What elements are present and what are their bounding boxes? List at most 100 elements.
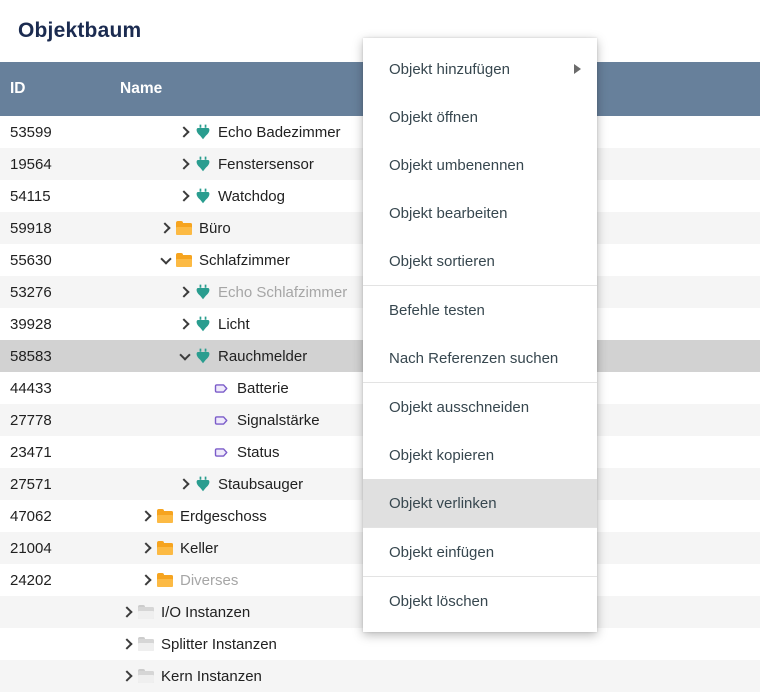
row-id: 23471 bbox=[10, 443, 52, 461]
menu-divider bbox=[363, 382, 597, 383]
menu-item-objekt-oeffnen[interactable]: Objekt öffnen bbox=[363, 93, 597, 141]
menu-item-label: Objekt hinzufügen bbox=[389, 60, 510, 78]
row-name: Schlafzimmer bbox=[199, 251, 290, 269]
menu-divider bbox=[363, 576, 597, 577]
submenu-arrow-icon bbox=[574, 64, 581, 74]
menu-item-objekt-hinzufuegen[interactable]: Objekt hinzufügen bbox=[363, 45, 597, 93]
row-name: Echo Schlafzimmer bbox=[218, 283, 348, 301]
chevron-spacer bbox=[196, 380, 212, 396]
chevron-right-icon[interactable] bbox=[120, 636, 136, 652]
folder-icon bbox=[156, 572, 173, 589]
chevron-right-icon[interactable] bbox=[120, 604, 136, 620]
menu-item-label: Objekt ausschneiden bbox=[389, 398, 530, 416]
chevron-right-icon[interactable] bbox=[177, 124, 193, 140]
device-icon bbox=[194, 476, 211, 493]
row-name: Batterie bbox=[237, 379, 289, 397]
menu-item-objekt-umbenennen[interactable]: Objekt umbenennen bbox=[363, 141, 597, 189]
variable-icon bbox=[213, 380, 230, 397]
row-name: Diverses bbox=[180, 571, 239, 589]
row-name: I/O Instanzen bbox=[161, 603, 251, 621]
menu-item-objekt-verlinken[interactable]: Objekt verlinken bbox=[363, 479, 597, 527]
context-menu: Objekt hinzufügen Objekt öffnen Objekt u… bbox=[363, 38, 597, 632]
menu-item-label: Objekt löschen bbox=[389, 592, 489, 610]
page-title: Objektbaum bbox=[18, 19, 142, 42]
chevron-right-icon[interactable] bbox=[177, 316, 193, 332]
menu-item-befehle-testen[interactable]: Befehle testen bbox=[363, 286, 597, 334]
folder-gray-icon bbox=[137, 636, 154, 653]
menu-item-objekt-kopieren[interactable]: Objekt kopieren bbox=[363, 431, 597, 479]
folder-icon bbox=[175, 252, 192, 269]
row-name: Keller bbox=[180, 539, 219, 557]
variable-icon bbox=[213, 444, 230, 461]
row-id: 53599 bbox=[10, 123, 52, 141]
device-icon bbox=[194, 124, 211, 141]
row-name: Büro bbox=[199, 219, 231, 237]
chevron-right-icon[interactable] bbox=[139, 572, 155, 588]
row-id: 39928 bbox=[10, 315, 52, 333]
chevron-right-icon[interactable] bbox=[177, 188, 193, 204]
table-row-kern-instanzen[interactable]: Kern Instanzen bbox=[0, 660, 760, 692]
column-header-name: Name bbox=[120, 80, 163, 97]
row-name: Fenstersensor bbox=[218, 155, 314, 173]
chevron-right-icon[interactable] bbox=[177, 156, 193, 172]
chevron-right-icon[interactable] bbox=[177, 476, 193, 492]
row-id: 59918 bbox=[10, 219, 52, 237]
chevron-right-icon[interactable] bbox=[158, 220, 174, 236]
folder-icon bbox=[156, 508, 173, 525]
row-name: Signalstärke bbox=[237, 411, 320, 429]
menu-divider bbox=[363, 527, 597, 528]
row-name: Splitter Instanzen bbox=[161, 635, 277, 653]
chevron-right-icon[interactable] bbox=[120, 668, 136, 684]
row-id: 19564 bbox=[10, 155, 52, 173]
row-name: Kern Instanzen bbox=[161, 667, 262, 685]
menu-item-label: Objekt kopieren bbox=[389, 446, 495, 464]
row-name: Echo Badezimmer bbox=[218, 123, 341, 141]
row-id: 27571 bbox=[10, 475, 52, 493]
chevron-spacer bbox=[196, 412, 212, 428]
folder-icon bbox=[156, 540, 173, 557]
device-icon bbox=[194, 188, 211, 205]
chevron-spacer bbox=[196, 444, 212, 460]
chevron-right-icon[interactable] bbox=[177, 284, 193, 300]
menu-item-nach-referenzen-suchen[interactable]: Nach Referenzen suchen bbox=[363, 334, 597, 382]
folder-icon bbox=[175, 220, 192, 237]
chevron-down-icon[interactable] bbox=[177, 348, 193, 364]
menu-item-objekt-einfuegen[interactable]: Objekt einfügen bbox=[363, 528, 597, 576]
chevron-down-icon[interactable] bbox=[158, 252, 174, 268]
menu-item-objekt-ausschneiden[interactable]: Objekt ausschneiden bbox=[363, 383, 597, 431]
row-name: Watchdog bbox=[218, 187, 285, 205]
menu-item-objekt-sortieren[interactable]: Objekt sortieren bbox=[363, 237, 597, 285]
chevron-right-icon[interactable] bbox=[139, 508, 155, 524]
table-row-splitter-instanzen[interactable]: Splitter Instanzen bbox=[0, 628, 760, 660]
device-icon bbox=[194, 156, 211, 173]
row-id: 54115 bbox=[10, 187, 51, 205]
device-icon bbox=[194, 316, 211, 333]
menu-item-label: Objekt öffnen bbox=[389, 108, 478, 126]
menu-item-objekt-loeschen[interactable]: Objekt löschen bbox=[363, 577, 597, 625]
device-icon bbox=[194, 284, 211, 301]
row-id: 47062 bbox=[10, 507, 52, 525]
menu-divider bbox=[363, 285, 597, 286]
row-id: 58583 bbox=[10, 347, 52, 365]
row-id: 55630 bbox=[10, 251, 52, 269]
row-name: Status bbox=[237, 443, 280, 461]
row-name: Staubsauger bbox=[218, 475, 304, 493]
row-name: Erdgeschoss bbox=[180, 507, 267, 525]
menu-item-label: Objekt einfügen bbox=[389, 543, 495, 561]
menu-item-label: Nach Referenzen suchen bbox=[389, 349, 559, 367]
column-header-id: ID bbox=[10, 80, 26, 97]
device-icon bbox=[194, 348, 211, 365]
menu-item-label: Objekt verlinken bbox=[389, 494, 497, 512]
row-name: Rauchmelder bbox=[218, 347, 308, 365]
menu-item-label: Objekt sortieren bbox=[389, 252, 495, 270]
row-name: Licht bbox=[218, 315, 250, 333]
chevron-right-icon[interactable] bbox=[139, 540, 155, 556]
menu-item-objekt-bearbeiten[interactable]: Objekt bearbeiten bbox=[363, 189, 597, 237]
folder-gray-icon bbox=[137, 668, 154, 685]
menu-item-label: Objekt bearbeiten bbox=[389, 204, 508, 222]
menu-item-label: Objekt umbenennen bbox=[389, 156, 525, 174]
variable-icon bbox=[213, 412, 230, 429]
menu-item-label: Befehle testen bbox=[389, 301, 485, 319]
row-id: 27778 bbox=[10, 411, 52, 429]
row-id: 53276 bbox=[10, 283, 52, 301]
